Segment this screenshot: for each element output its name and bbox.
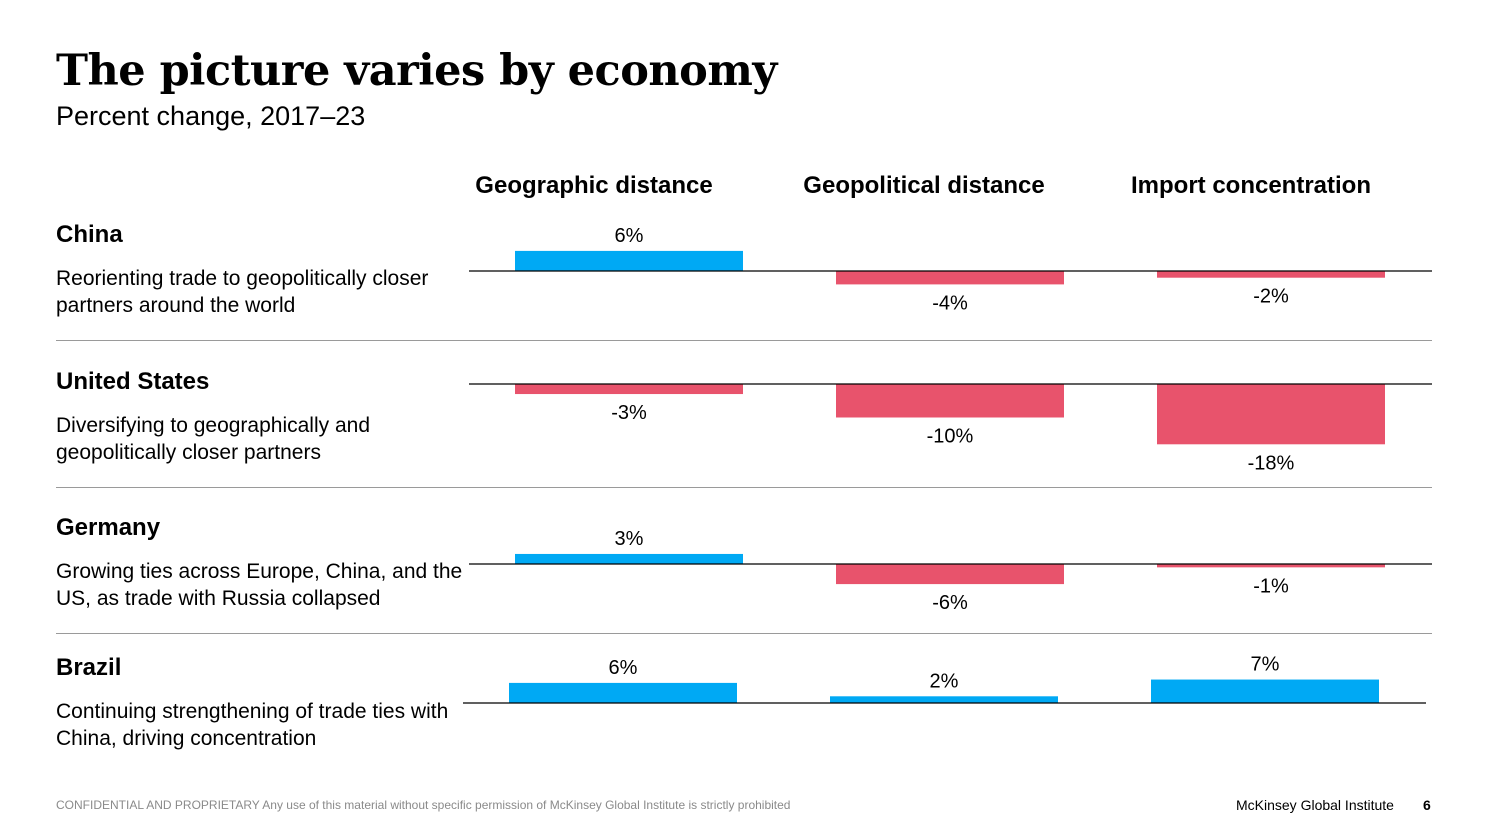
data-label-brazil-geopolitical-distance: 2% (930, 670, 959, 692)
bar-united-states-geographic-distance (515, 384, 743, 395)
data-label-germany-geopolitical-distance: -6% (932, 592, 968, 614)
bar-brazil-import-concentration (1151, 679, 1379, 703)
data-label-china-geographic-distance: 6% (615, 225, 644, 247)
bar-united-states-geopolitical-distance (836, 384, 1064, 418)
bar-china-geographic-distance (515, 250, 743, 271)
section-united-states: United States Diversifying to geographic… (56, 368, 476, 466)
data-label-united-states-geopolitical-distance: -10% (927, 426, 974, 448)
country-name: United States (56, 368, 210, 395)
bar-china-import-concentration (1157, 271, 1385, 278)
country-description: Reorienting trade to geopolitically clos… (56, 267, 429, 317)
data-label-brazil-geographic-distance: 6% (609, 657, 638, 679)
section-germany: Germany Growing ties across Europe, Chin… (56, 514, 476, 612)
country-description: Diversifying to geographically and geopo… (56, 414, 371, 464)
data-label-china-geopolitical-distance: -4% (932, 292, 968, 314)
bar-united-states-import-concentration (1157, 384, 1385, 445)
column-header-geographic-distance: Geographic distance (475, 172, 713, 199)
page-number: 6 (1423, 797, 1431, 813)
data-label-germany-import-concentration: -1% (1253, 575, 1289, 597)
data-label-brazil-import-concentration: 7% (1251, 654, 1280, 676)
data-label-united-states-import-concentration: -18% (1248, 452, 1295, 474)
data-label-germany-geographic-distance: 3% (615, 528, 644, 550)
bar-brazil-geographic-distance (509, 682, 737, 703)
data-label-united-states-geographic-distance: -3% (611, 402, 647, 424)
country-name: Brazil (56, 654, 122, 681)
bar-germany-geopolitical-distance (836, 564, 1064, 585)
country-name: China (56, 221, 123, 248)
bar-china-geopolitical-distance (836, 271, 1064, 285)
row-divider (56, 340, 1432, 341)
page-subtitle: Percent change, 2017–23 (56, 101, 366, 131)
country-description: Continuing strengthening of trade ties w… (56, 700, 449, 750)
bar-germany-import-concentration (1157, 564, 1385, 568)
bar-brazil-geopolitical-distance (830, 696, 1058, 703)
column-header-geopolitical-distance: Geopolitical distance (803, 172, 1045, 199)
confidentiality-notice: CONFIDENTIAL AND PROPRIETARY Any use of … (56, 798, 791, 812)
country-description: Growing ties across Europe, China, and t… (56, 560, 463, 610)
brand-name: McKinsey Global Institute (1236, 797, 1394, 813)
country-name: Germany (56, 514, 161, 541)
row-divider (56, 487, 1432, 488)
row-divider (56, 633, 1432, 634)
column-header-import-concentration: Import concentration (1130, 172, 1371, 199)
section-brazil: Brazil Continuing strengthening of trade… (56, 654, 476, 752)
page-title: The picture varies by economy (56, 46, 777, 96)
section-china: China Reorienting trade to geopoliticall… (56, 221, 476, 319)
data-label-china-import-concentration: -2% (1253, 286, 1289, 308)
bar-germany-geographic-distance (515, 553, 743, 564)
